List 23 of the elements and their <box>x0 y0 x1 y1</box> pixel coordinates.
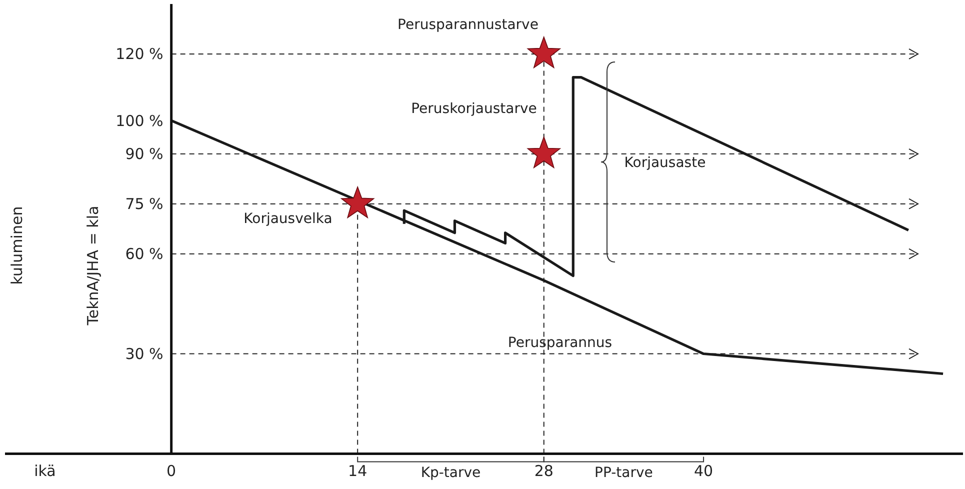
point <box>527 36 560 68</box>
annotation: PP-tarve <box>594 464 653 481</box>
y-tick-label: 120 % <box>116 45 164 64</box>
x-tick-label: 28 <box>534 462 554 480</box>
y-tick-label: 75 % <box>125 195 164 214</box>
annotation: Kp-tarve <box>420 464 481 481</box>
y-tick-label: 100 % <box>116 112 164 130</box>
y-tick-label: 90 % <box>125 145 164 164</box>
annotation: Korjausaste <box>624 154 706 171</box>
x-axis-title: ikä <box>34 462 56 480</box>
y-tick-label: 60 % <box>125 245 164 264</box>
annotation: Korjausvelka <box>244 210 332 227</box>
x-tick-label: 0 <box>166 462 176 480</box>
point <box>527 136 560 168</box>
x-tick-label: 14 <box>348 462 368 480</box>
x-tick-label: 40 <box>694 462 714 480</box>
annotation: Perusparannustarve <box>398 16 538 33</box>
point <box>341 186 374 218</box>
annotation: Peruskorjaustarve <box>411 100 537 117</box>
y-tick-label: 30 % <box>125 345 164 364</box>
annotation: Perusparannus <box>508 334 612 351</box>
annotation: kuluminen <box>8 206 26 285</box>
y-axis-title: TeknA/JHA = kla <box>84 206 102 326</box>
